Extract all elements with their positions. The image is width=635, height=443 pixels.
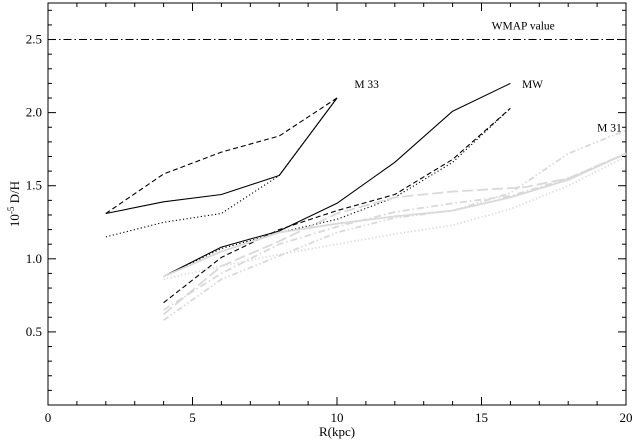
y-axis-label-base: 10 (7, 214, 22, 227)
wmap-reference-label: WMAP value (492, 21, 555, 33)
series-line-mw-dashed-4 (163, 107, 511, 304)
galaxy-label-m33: M 33 (354, 79, 379, 91)
x-tick-label: 15 (475, 410, 488, 425)
series-line-m31-dashdotdot-9 (163, 129, 627, 321)
series-line-m33-dotted-2 (105, 97, 338, 238)
galaxy-label-m31: M 31 (597, 123, 622, 135)
series-line-mw-solid-3 (163, 82, 511, 277)
y-tick-label: 2.0 (26, 105, 42, 120)
series-line-m31-solid-6 (163, 152, 627, 278)
series-line-m33-solid-0 (105, 97, 338, 215)
x-tick-label: 0 (45, 410, 52, 425)
y-tick-label: 2.5 (26, 32, 42, 47)
annotation-layer: M 33 MW M 31 (354, 79, 622, 135)
y-axis-label: 10-5 D/H (6, 181, 22, 227)
series-line-m31-longdash-7 (163, 152, 627, 316)
x-tick-label: 20 (620, 410, 633, 425)
series-line-m33-dashed-1 (105, 97, 338, 214)
reference-layer: WMAP value (48, 21, 626, 41)
series-layer (105, 82, 627, 321)
y-tick-label: 1.5 (26, 178, 42, 193)
series-line-mw-dotted-5 (163, 107, 511, 277)
y-tick-label: 0.5 (26, 324, 42, 339)
galaxy-label-mw: MW (522, 79, 543, 91)
y-axis-label-exponent: -5 (6, 206, 16, 214)
x-tick-label: 5 (189, 410, 196, 425)
x-tick-label: 10 (331, 410, 344, 425)
series-line-m31-dashdot-8 (163, 152, 627, 311)
y-axis-label-quantity: D/H (7, 181, 22, 207)
x-axis-label: R(kpc) (319, 424, 355, 439)
plot-frame (47, 2, 627, 406)
tick-layer: 0 5 10 15 20 0.5 1.0 1.5 2.0 2.5 (26, 3, 633, 425)
y-tick-label: 1.0 (26, 251, 42, 266)
series-line-m31-dotted-10 (163, 155, 627, 281)
